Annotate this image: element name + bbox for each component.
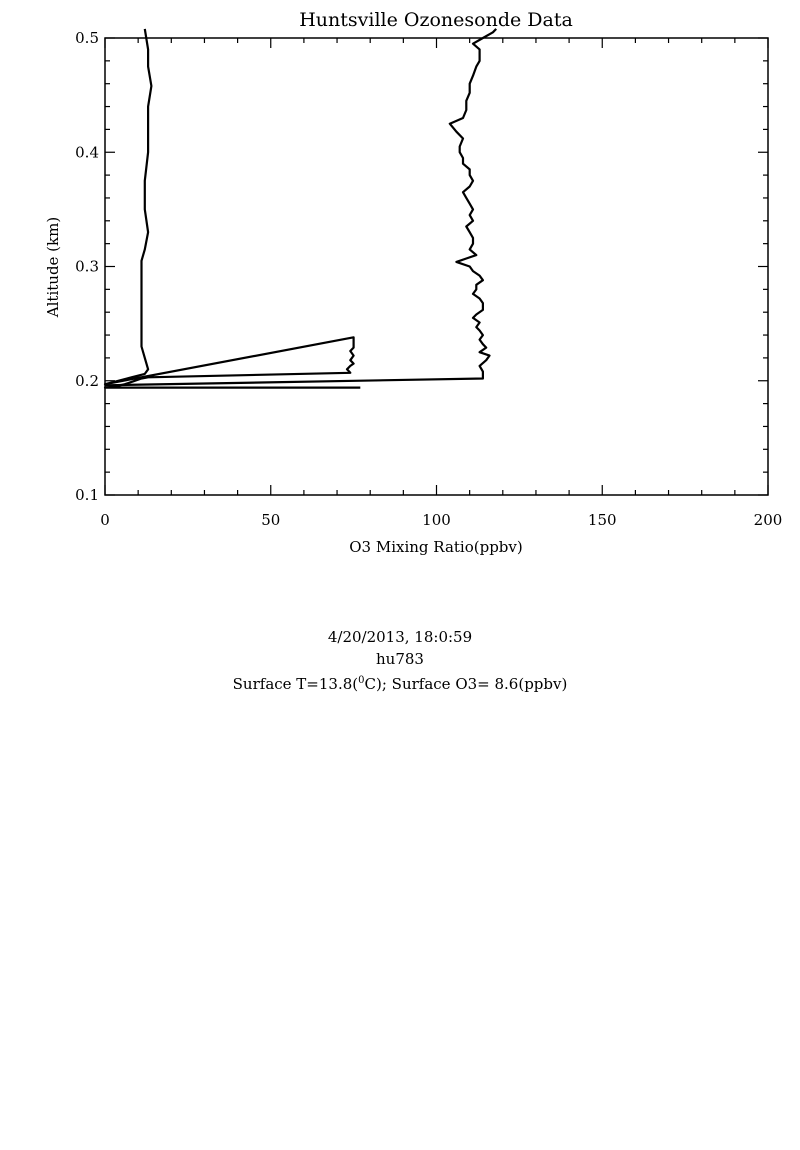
x-tick-label: 200 — [754, 511, 783, 529]
surface-conditions: Surface T=13.8(0C); Surface O3= 8.6(ppbv… — [0, 670, 800, 695]
surface-o3-text: C); Surface O3= 8.6(ppbv) — [364, 675, 568, 693]
profile-series-1 — [103, 28, 361, 389]
surface-temp-text: Surface T=13.8( — [232, 675, 359, 693]
tick-labels: 0 50 100 150 200 0.1 0.2 0.3 0.4 0.5 — [75, 29, 782, 529]
x-tick-label: 50 — [261, 511, 280, 529]
y-tick-label: 0.3 — [75, 258, 99, 276]
profile-series-2 — [104, 28, 497, 387]
x-tick-label: 150 — [588, 511, 617, 529]
degree-superscript: 0 — [358, 675, 365, 686]
y-axis-label: Altitude (km) — [44, 217, 62, 318]
y-tick-label: 0.5 — [75, 29, 99, 47]
sounding-info: 4/20/2013, 18:0:59 hu783 Surface T=13.8(… — [0, 626, 800, 695]
axis-ticks — [104, 37, 769, 496]
y-tick-label: 0.1 — [75, 486, 99, 504]
ozonesonde-chart: Huntsville Ozonesonde Data 0 50 100 150 2000… — [44, 9, 782, 556]
profile-lines — [103, 28, 497, 389]
y-tick-label: 0.4 — [75, 143, 99, 161]
y-tick-label: 0.2 — [75, 372, 99, 390]
chart-title: Huntsville Ozonesonde Data — [299, 9, 573, 31]
x-axis-label: O3 Mixing Ratio(ppbv) — [349, 538, 522, 556]
x-tick-label: 0 — [100, 511, 110, 529]
x-tick-label: 100 — [422, 511, 451, 529]
station-id: hu783 — [376, 650, 424, 668]
launch-datetime: 4/20/2013, 18:0:59 — [327, 628, 473, 646]
plot-frame — [104, 37, 769, 496]
